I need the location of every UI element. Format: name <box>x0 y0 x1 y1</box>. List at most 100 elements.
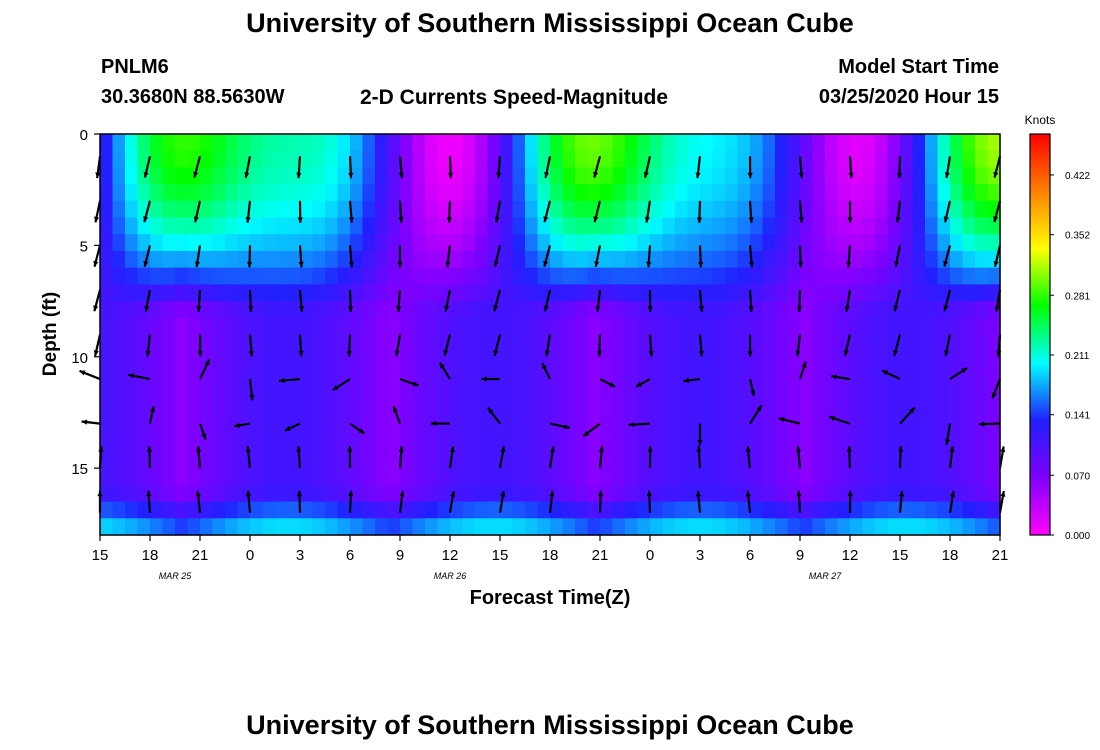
heatmap-cell <box>362 217 376 235</box>
heatmap-cell <box>425 367 439 386</box>
heatmap-cell <box>550 518 564 536</box>
heatmap-cell <box>962 501 976 519</box>
heatmap-cell <box>300 334 314 352</box>
heatmap-cell <box>200 518 214 536</box>
current-vector <box>796 490 802 513</box>
x-tick-label: 21 <box>192 547 209 564</box>
heatmap-cell <box>512 334 526 352</box>
current-vector <box>895 200 902 223</box>
heatmap-cell <box>750 301 764 319</box>
heatmap-cell <box>762 284 776 302</box>
current-vector <box>298 334 304 357</box>
heatmap-cell <box>312 250 326 269</box>
heatmap-cell <box>975 484 989 503</box>
heatmap-cell <box>937 418 951 436</box>
heatmap-cell <box>750 234 764 252</box>
current-vector <box>798 361 807 380</box>
heatmap-cell <box>912 301 926 319</box>
heatmap-cell <box>125 184 139 202</box>
heatmap-cell <box>287 250 301 269</box>
heatmap-cell <box>975 334 989 352</box>
heatmap-cell <box>187 384 201 402</box>
heatmap-cell <box>562 401 576 419</box>
heatmap-cell <box>825 334 839 352</box>
heatmap-cell <box>375 150 389 169</box>
heatmap-cell <box>525 267 539 285</box>
heatmap-cell <box>925 150 939 169</box>
heatmap-cell <box>650 301 664 319</box>
heatmap-cell <box>637 451 651 469</box>
heatmap-cell <box>250 167 264 185</box>
heatmap-cell <box>762 384 776 402</box>
heatmap-cell <box>662 167 676 185</box>
heatmap-cell <box>262 367 276 386</box>
heatmap-cell <box>112 200 126 219</box>
heatmap-cell <box>900 384 914 402</box>
heatmap-cell <box>300 434 314 453</box>
heatmap-cell <box>125 200 139 219</box>
heatmap-cell <box>725 468 739 486</box>
current-vector <box>745 490 752 513</box>
heatmap-cell <box>925 167 939 185</box>
heatmap-cell <box>912 468 926 486</box>
heatmap-cell <box>437 451 451 469</box>
heatmap-cell <box>700 434 714 453</box>
current-vector <box>348 490 354 513</box>
heatmap-cell <box>225 384 239 402</box>
heatmap-cell <box>887 484 901 503</box>
heatmap-cell <box>912 451 926 469</box>
heatmap-cell <box>650 167 664 185</box>
heatmap-cell <box>675 317 689 336</box>
heatmap-cell <box>825 468 839 486</box>
heatmap-cell <box>237 334 251 352</box>
heatmap-cell <box>400 184 414 202</box>
heatmap-cell <box>525 134 539 152</box>
current-vector <box>846 245 852 268</box>
heatmap-cell <box>562 501 576 519</box>
heatmap-cell <box>725 501 739 519</box>
heatmap-cell <box>125 401 139 419</box>
heatmap-cell <box>987 334 1001 352</box>
heatmap-cell <box>850 150 864 169</box>
heatmap-cell <box>875 384 889 402</box>
heatmap-cell <box>750 267 764 285</box>
heatmap-cell <box>162 200 176 219</box>
heatmap-cell <box>625 267 639 285</box>
heatmap-cell <box>900 184 914 202</box>
heatmap-cell <box>725 167 739 185</box>
current-vector <box>747 334 753 357</box>
heatmap-cell <box>425 200 439 219</box>
heatmap-cell <box>287 284 301 302</box>
heatmap-cell <box>450 150 464 169</box>
heatmap-cell <box>900 351 914 369</box>
heatmap-cell <box>375 234 389 252</box>
heatmap-cell <box>862 150 876 169</box>
heatmap-cell <box>150 468 164 486</box>
heatmap-cell <box>512 217 526 235</box>
heatmap-cell <box>300 468 314 486</box>
heatmap-cell <box>450 351 464 369</box>
heatmap-cell <box>150 234 164 252</box>
heatmap-cell <box>425 501 439 519</box>
heatmap-cell <box>775 418 789 436</box>
current-vector <box>847 490 853 513</box>
heatmap-cell <box>600 234 614 252</box>
heatmap-cell <box>712 484 726 503</box>
heatmap-cell <box>362 167 376 185</box>
x-tick-label: 15 <box>92 547 109 564</box>
heatmap-cell <box>337 518 351 536</box>
heatmap-cell <box>850 501 864 519</box>
current-vector <box>949 367 968 380</box>
current-vector <box>747 156 753 179</box>
heatmap-cell <box>962 401 976 419</box>
heatmap-cell <box>737 200 751 219</box>
heatmap-cell <box>287 234 301 252</box>
heatmap-cell <box>662 418 676 436</box>
heatmap-cell <box>900 518 914 536</box>
heatmap-cell <box>525 468 539 486</box>
heatmap-cell <box>900 451 914 469</box>
heatmap-cell <box>425 150 439 169</box>
heatmap-cell <box>875 317 889 336</box>
heatmap-cell <box>112 301 126 319</box>
heatmap-cell <box>550 468 564 486</box>
